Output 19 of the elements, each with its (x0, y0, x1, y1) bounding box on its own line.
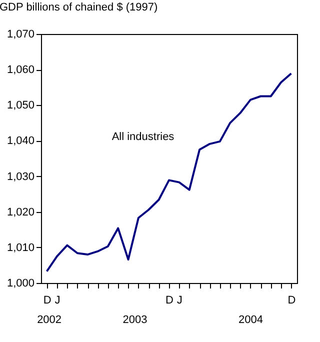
y-tick-label: 1,010 (6, 242, 34, 254)
y-tick-label: 1,020 (6, 206, 34, 218)
text: 2002 (37, 314, 62, 326)
y-tick-label: 1,050 (6, 100, 34, 112)
text: 2003 (122, 314, 148, 326)
text: 2004 (238, 314, 263, 326)
line-series (46, 72, 292, 272)
y-tick-label: 1,060 (6, 64, 34, 76)
text: All industries (112, 131, 175, 143)
y-tick-label: 1,040 (6, 135, 34, 148)
y-tick-label: 1,030 (6, 170, 34, 183)
x-tick-label: D (288, 294, 296, 306)
y-tick-label: 1,000 (6, 278, 34, 290)
x-tick-label: J (54, 294, 60, 306)
y-tick-label: 1,070 (6, 28, 34, 40)
x-tick-label: D (166, 294, 174, 306)
y-axis-title: GDP billions of chained $ (1997) (0, 2, 158, 14)
x-tick-label: D (43, 294, 52, 306)
x-tick-label: J (176, 294, 182, 306)
